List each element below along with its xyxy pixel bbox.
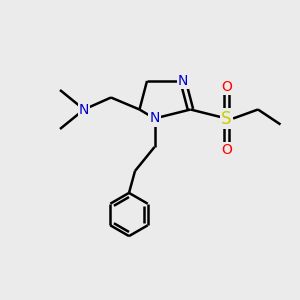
Text: N: N bbox=[79, 103, 89, 116]
Text: O: O bbox=[221, 143, 232, 157]
Text: N: N bbox=[178, 74, 188, 88]
Text: O: O bbox=[221, 80, 232, 94]
Text: S: S bbox=[221, 110, 232, 128]
Text: N: N bbox=[149, 112, 160, 125]
